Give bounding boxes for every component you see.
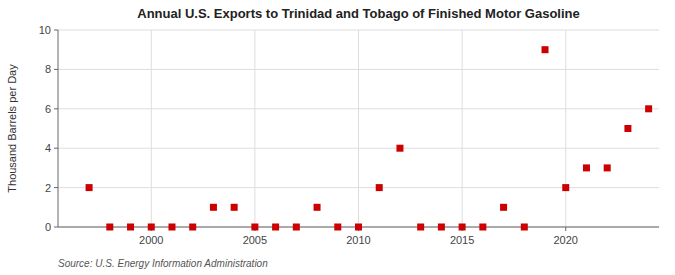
- point: [396, 145, 403, 152]
- point: [293, 224, 300, 231]
- x-tick-label: 2010: [346, 234, 370, 246]
- x-tick-label: 2000: [139, 234, 163, 246]
- point: [521, 224, 528, 231]
- point: [624, 125, 631, 132]
- y-axis-label: Thousand Barrels per Day: [6, 64, 18, 193]
- point: [417, 224, 424, 231]
- point: [148, 224, 155, 231]
- y-tick: [54, 187, 58, 188]
- point: [583, 164, 590, 171]
- point: [334, 224, 341, 231]
- y-tick-label: 4: [45, 142, 51, 154]
- point: [210, 204, 217, 211]
- point: [542, 46, 549, 53]
- point: [168, 224, 175, 231]
- x-tick-label: 2005: [243, 234, 267, 246]
- point: [604, 164, 611, 171]
- point: [500, 204, 507, 211]
- y-tick: [54, 30, 58, 31]
- grid-line: [358, 30, 359, 227]
- grid: [58, 30, 659, 227]
- grid-line: [462, 30, 463, 227]
- point: [272, 224, 279, 231]
- point: [251, 224, 258, 231]
- point: [355, 224, 362, 231]
- y-tick-label: 6: [45, 103, 51, 115]
- point: [86, 184, 93, 191]
- point: [479, 224, 486, 231]
- point: [189, 224, 196, 231]
- y-axis: [58, 30, 59, 227]
- point: [106, 224, 113, 231]
- source: Source: U.S. Energy Information Administ…: [58, 258, 268, 269]
- x-tick-label: 2020: [553, 234, 577, 246]
- y-tick: [54, 108, 58, 109]
- point: [231, 204, 238, 211]
- y-tick-label: 2: [45, 182, 51, 194]
- grid-line: [565, 30, 566, 227]
- grid-line: [151, 30, 152, 227]
- point: [562, 184, 569, 191]
- y-tick-label: 10: [39, 24, 51, 36]
- point: [127, 224, 134, 231]
- y-tick: [54, 227, 58, 228]
- point: [376, 184, 383, 191]
- x-tick: [565, 227, 566, 231]
- points: [86, 46, 653, 230]
- chart: Annual U.S. Exports to Trinidad and Toba…: [0, 0, 675, 275]
- y-tick: [54, 148, 58, 149]
- y-tick: [54, 69, 58, 70]
- point: [645, 105, 652, 112]
- y-tick-label: 0: [45, 221, 51, 233]
- point: [459, 224, 466, 231]
- point: [314, 204, 321, 211]
- x-tick-label: 2015: [450, 234, 474, 246]
- title: Annual U.S. Exports to Trinidad and Toba…: [137, 6, 580, 21]
- grid-line: [254, 30, 255, 227]
- y-tick-label: 8: [45, 63, 51, 75]
- point: [438, 224, 445, 231]
